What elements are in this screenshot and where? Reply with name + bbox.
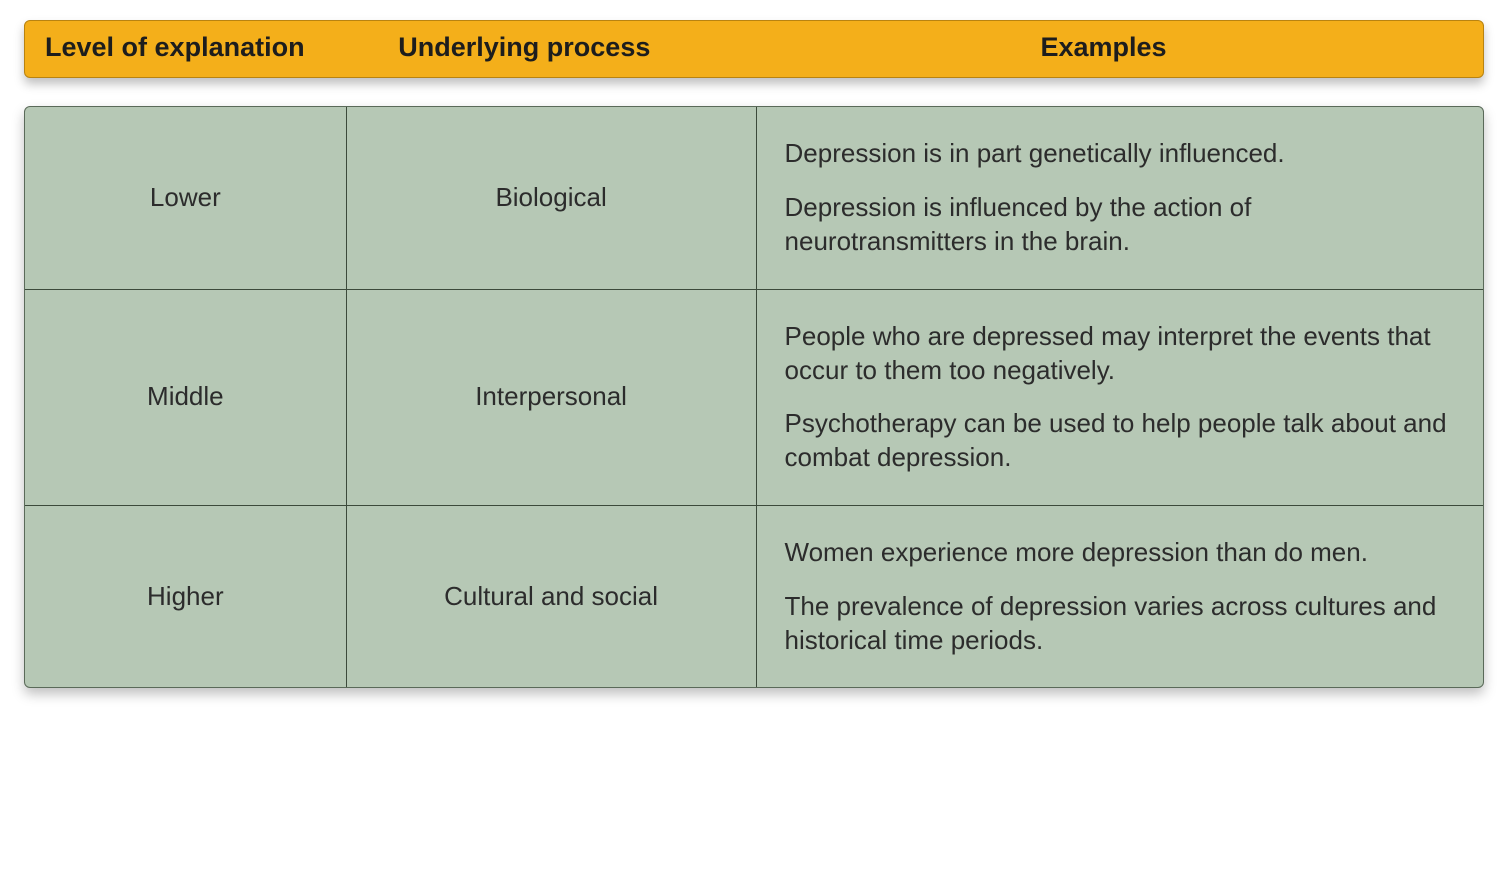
table-header-row: Level of explanation Underlying process …	[24, 20, 1484, 78]
example-text: People who are depressed may interpret t…	[785, 320, 1455, 388]
example-text: Psychotherapy can be used to help people…	[785, 407, 1455, 475]
example-text: Women experience more depression than do…	[785, 536, 1455, 570]
header-label: Level of explanation	[45, 31, 305, 63]
table-row: Middle Interpersonal People who are depr…	[25, 289, 1483, 505]
cell-level: Middle	[25, 290, 347, 505]
table-body: Lower Biological Depression is in part g…	[24, 106, 1484, 688]
example-text: Depression is influenced by the action o…	[785, 191, 1455, 259]
example-text: The prevalence of depression varies acro…	[785, 590, 1455, 658]
cell-text: Biological	[495, 181, 606, 215]
cell-process: Biological	[347, 107, 757, 288]
example-text: Depression is in part genetically influe…	[785, 137, 1455, 171]
cell-examples: People who are depressed may interpret t…	[757, 290, 1483, 505]
cell-text: Cultural and social	[444, 580, 658, 614]
table-row: Lower Biological Depression is in part g…	[25, 107, 1483, 288]
cell-process: Interpersonal	[347, 290, 757, 505]
cell-examples: Depression is in part genetically influe…	[757, 107, 1483, 288]
header-cell-level: Level of explanation	[25, 31, 325, 63]
cell-level: Lower	[25, 107, 347, 288]
cell-process: Cultural and social	[347, 506, 757, 687]
table-row: Higher Cultural and social Women experie…	[25, 505, 1483, 687]
cell-text: Lower	[150, 181, 221, 215]
header-label: Examples	[1040, 31, 1166, 63]
header-cell-examples: Examples	[724, 31, 1483, 63]
levels-of-explanation-table: Level of explanation Underlying process …	[24, 20, 1484, 688]
cell-level: Higher	[25, 506, 347, 687]
cell-text: Interpersonal	[475, 380, 627, 414]
cell-text: Higher	[147, 580, 224, 614]
cell-text: Middle	[147, 380, 224, 414]
header-cell-process: Underlying process	[325, 31, 724, 63]
cell-examples: Women experience more depression than do…	[757, 506, 1483, 687]
header-label: Underlying process	[398, 31, 650, 63]
